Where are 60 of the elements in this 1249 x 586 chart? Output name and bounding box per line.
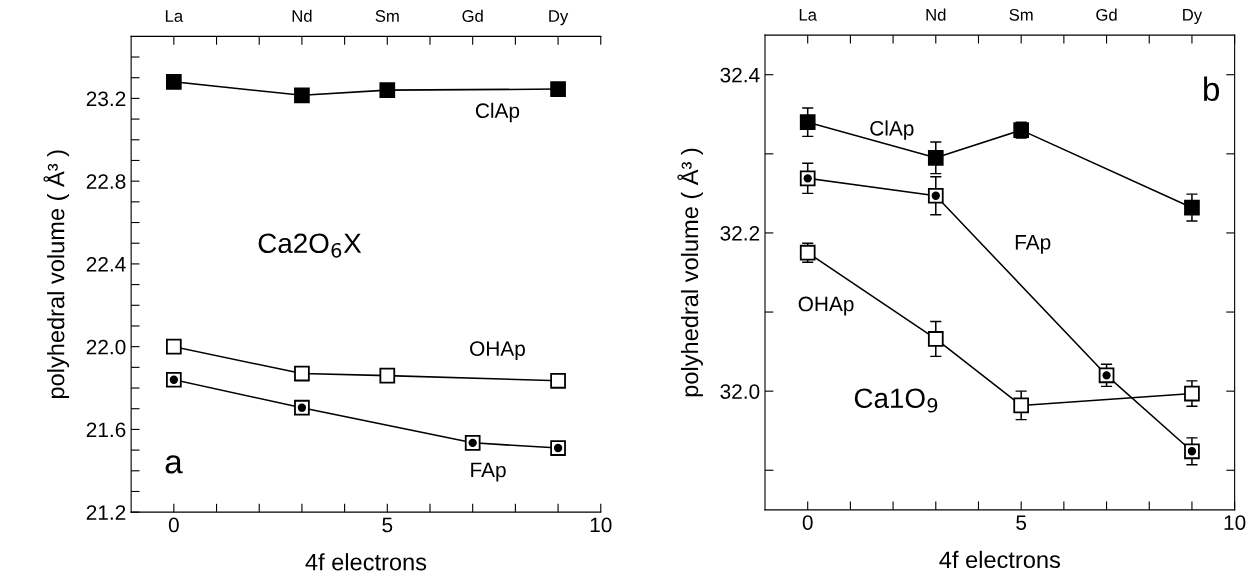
y-tick-label: 22.4 [86,256,126,272]
point [294,399,310,416]
annotation: Gd [462,9,483,22]
annotation: Dy [1183,9,1203,25]
point [1184,443,1200,460]
point [379,367,396,384]
point [1098,367,1115,384]
annotation: Sm [1009,8,1033,21]
annotation: Ca2O$_{6}$X [258,233,362,258]
point [927,331,944,347]
series-label: FAp [1015,235,1051,254]
point [165,73,182,90]
y-tick-label: 32.2 [720,225,760,241]
annotation: Ca1O$_{9}$ [854,388,938,413]
x-tick-label: 0 [802,515,813,530]
series-label: OHAp [798,296,854,316]
y-axis-title: polyhedral volume ( Å³ ) [43,150,70,399]
series-label: ClAp [870,120,914,140]
annotation: b [1204,76,1220,102]
point [165,338,182,355]
annotation: Gd [1096,8,1117,21]
series-label: ClAp [475,102,520,123]
annotation: La [165,10,184,22]
y-tick-label: 32.0 [720,384,760,399]
point [294,87,310,104]
annotation: Nd [926,8,946,21]
x-axis-title: 4f electrons [305,553,427,571]
series-label: OHAp [470,341,525,361]
annotation: Dy [549,10,569,26]
point [379,82,396,98]
x-tick-label: 0 [168,517,179,533]
x-axis-title: 4f electrons [939,550,1060,569]
annotation: La [799,9,817,21]
y-tick-label: 21.6 [86,422,126,438]
point [294,365,310,382]
y-axis-title: polyhedral volume ( Å³ ) [677,148,703,397]
point [550,372,566,389]
annotation: a [165,455,183,474]
y-tick-label: 21.2 [86,505,126,520]
point [550,81,566,97]
point [1184,385,1200,402]
point [1013,397,1030,414]
point [1184,199,1200,216]
y-tick-label: 23.2 [86,91,126,107]
annotation: Nd [292,9,312,22]
y-tick-label: 22.0 [86,339,126,355]
point [927,187,944,204]
annotation: Sm [375,10,399,22]
point [799,170,816,187]
x-tick-label: 10 [1224,515,1246,530]
point [927,149,944,166]
y-tick-label: 32.4 [720,67,760,83]
point [799,114,816,131]
x-tick-label: 10 [590,517,612,533]
point [165,371,182,388]
point [464,435,481,451]
x-tick-label: 5 [1016,515,1027,530]
x-tick-label: 5 [382,517,393,533]
y-tick-label: 22.8 [86,174,126,189]
series-label: FAp [471,462,506,482]
